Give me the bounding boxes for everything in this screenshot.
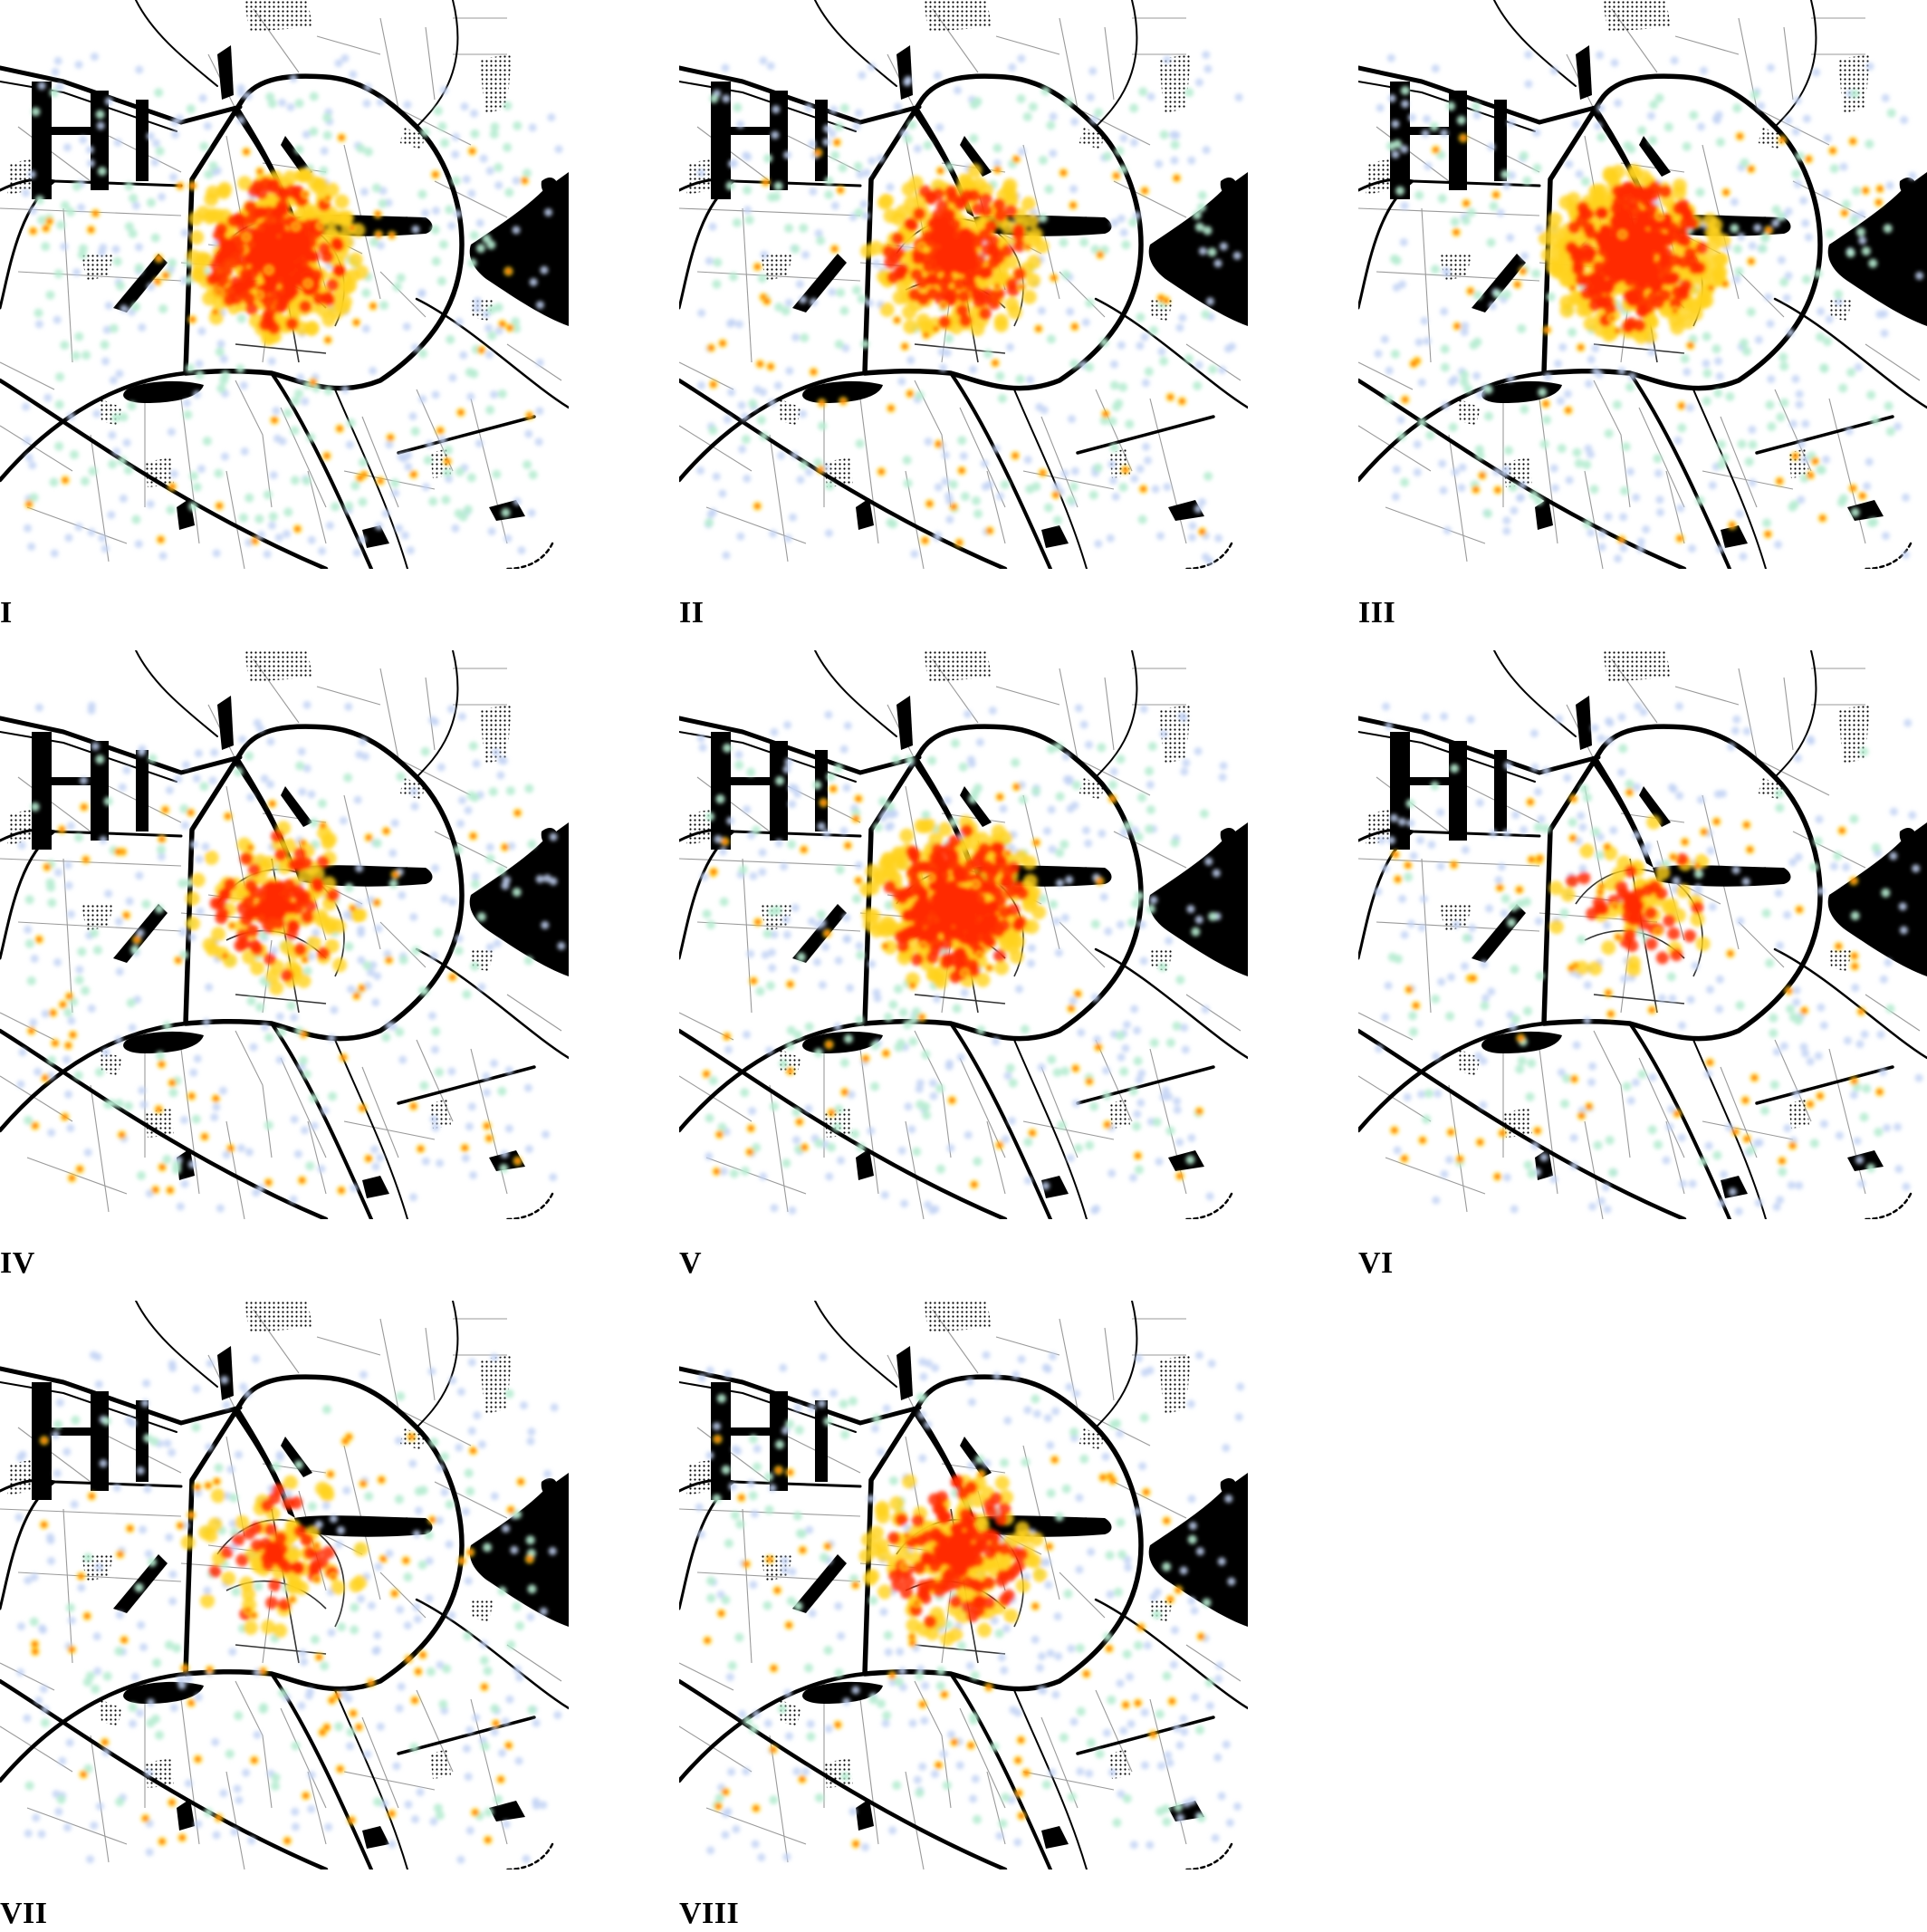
city-map [679,1301,1248,1870]
water-bodies [1390,696,1927,1198]
panel-label-4: IV [0,1246,35,1280]
heat-layer [14,1350,562,1864]
dotted-areas [7,1301,512,1788]
panel-label-6: VI [1358,1246,1394,1280]
city-map [0,650,569,1219]
city-map [1358,0,1927,569]
heat-layer [696,704,1228,1215]
city-map [0,1301,569,1870]
city-map [679,650,1248,1219]
city-map [0,0,569,569]
panel-label-5: V [679,1246,703,1280]
heat-layer [696,51,1243,565]
heatmap-panel-8 [679,1301,1248,1870]
water-bodies [32,45,569,548]
dotted-areas [1366,0,1870,487]
heat-layer [1374,702,1923,1216]
heatmap-panel-5 [679,650,1248,1219]
dotted-areas [7,0,512,487]
dotted-areas [7,650,512,1138]
major-roads [679,650,1248,1219]
heat-layer [22,53,563,561]
heatmap-panel-3 [1358,0,1927,569]
heat-layer [695,1350,1245,1862]
major-roads [679,0,1248,569]
panel-label-8: VIII [679,1897,740,1930]
panel-label-7: VII [0,1897,48,1930]
heatmap-panel-6 [1358,650,1927,1219]
heat-layer [16,700,566,1213]
panel-label-1: I [0,596,13,630]
panel-label-2: II [679,596,705,630]
water-bodies [32,1346,569,1849]
heatmap-panel-4 [0,650,569,1219]
panel-label-3: III [1358,596,1396,630]
heatmap-panel-7 [0,1301,569,1870]
city-map [679,0,1248,569]
city-map [1358,650,1927,1219]
dotted-areas [686,1301,1191,1788]
heat-layer [1374,50,1924,563]
heatmap-panel-1 [0,0,569,569]
heatmap-panel-2 [679,0,1248,569]
